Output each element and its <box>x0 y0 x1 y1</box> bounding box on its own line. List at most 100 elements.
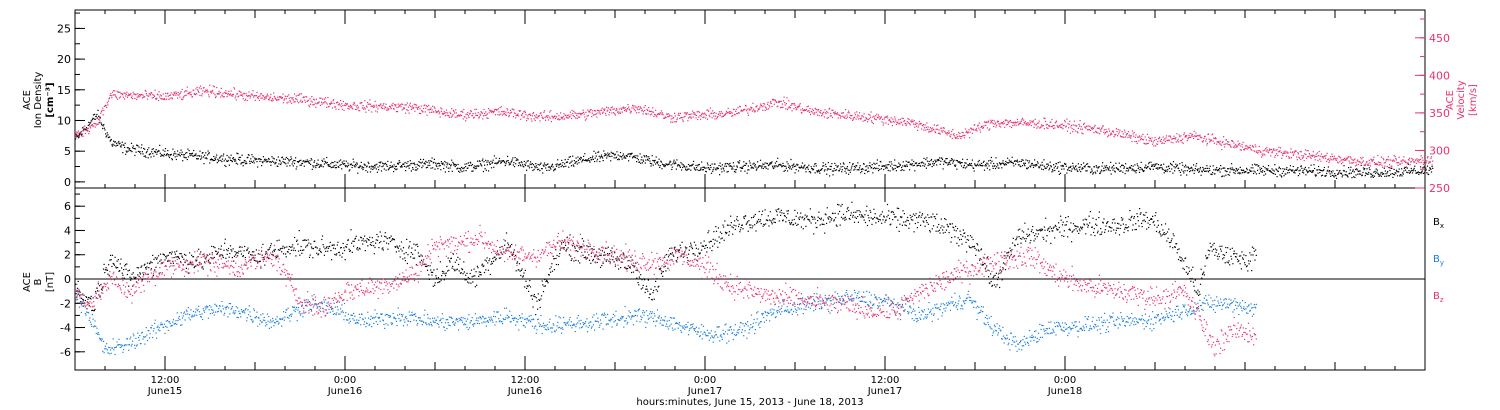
density-point <box>1189 171 1191 173</box>
velocity-point <box>830 112 832 115</box>
density-point <box>142 153 144 155</box>
density-point <box>686 166 688 168</box>
density-point <box>1315 175 1317 177</box>
density-point <box>1221 176 1223 178</box>
density-point <box>155 149 157 151</box>
velocity-point <box>1394 156 1396 158</box>
density-point <box>777 157 779 159</box>
velocity-point <box>567 117 569 119</box>
density-point <box>791 164 793 167</box>
density-point <box>1229 167 1232 169</box>
density-point <box>241 154 243 156</box>
velocity-point <box>1077 127 1079 129</box>
density-point <box>132 147 134 149</box>
density-point <box>776 160 778 163</box>
density-point <box>961 162 963 164</box>
velocity-point <box>1051 126 1054 128</box>
velocity-point <box>768 104 770 106</box>
density-point <box>1154 165 1156 167</box>
density-point <box>144 155 146 157</box>
density-point <box>1365 172 1367 174</box>
density-point <box>429 160 431 162</box>
density-point <box>1305 169 1308 171</box>
velocity-point <box>1074 130 1077 132</box>
density-point <box>395 169 397 171</box>
velocity-point <box>189 93 191 96</box>
velocity-point <box>549 111 551 113</box>
density-point <box>1323 169 1325 171</box>
density-point <box>1152 168 1154 170</box>
velocity-point <box>955 137 957 140</box>
velocity-point <box>387 109 389 111</box>
density-point <box>471 170 473 172</box>
density-point <box>274 163 276 165</box>
velocity-point <box>599 112 601 114</box>
velocity-point <box>458 114 460 116</box>
density-point <box>446 164 448 166</box>
density-point <box>754 164 756 166</box>
density-point <box>1414 170 1416 172</box>
velocity-point <box>208 96 210 98</box>
velocity-point <box>1041 124 1043 126</box>
velocity-point <box>618 112 620 115</box>
density-point <box>1410 170 1412 172</box>
density-point <box>445 162 447 164</box>
density-point <box>1130 165 1132 167</box>
density-point <box>1346 174 1348 176</box>
density-point <box>447 167 449 169</box>
velocity-point <box>672 117 675 119</box>
velocity-point <box>922 125 924 127</box>
density-point <box>1126 167 1128 169</box>
velocity-point <box>850 117 852 120</box>
density-point <box>1388 175 1391 177</box>
velocity-point <box>1233 142 1235 144</box>
density-point <box>834 162 836 164</box>
velocity-point <box>1089 125 1091 128</box>
density-point <box>1074 169 1076 171</box>
velocity-point <box>95 124 97 126</box>
velocity-point <box>952 129 954 131</box>
density-point <box>492 161 494 163</box>
velocity-point <box>142 94 144 96</box>
velocity-point <box>1240 145 1242 147</box>
density-point <box>1246 169 1248 171</box>
density-point <box>511 160 513 162</box>
velocity-point <box>341 108 343 110</box>
density-point <box>1324 175 1327 177</box>
density-point <box>534 167 536 169</box>
density-point <box>963 166 965 168</box>
density-point <box>1161 168 1164 170</box>
density-point <box>155 151 157 154</box>
velocity-point <box>301 101 303 103</box>
velocity-point <box>1394 160 1396 162</box>
density-point <box>969 163 971 165</box>
density-point <box>733 171 736 173</box>
density-point <box>1179 163 1181 165</box>
density-point <box>508 162 510 164</box>
density-point <box>1065 165 1067 167</box>
density-point <box>294 160 296 162</box>
velocity-point <box>1372 159 1374 161</box>
velocity-point <box>1214 138 1216 140</box>
velocity-point <box>431 111 433 113</box>
density-point <box>229 157 231 159</box>
density-point <box>946 158 948 160</box>
density-point <box>817 170 819 172</box>
density-point <box>701 169 703 171</box>
velocity-point <box>1184 136 1186 138</box>
velocity-point <box>906 121 908 123</box>
density-point <box>537 169 539 171</box>
density-point <box>954 165 956 167</box>
velocity-point <box>216 93 218 95</box>
density-point <box>800 167 802 169</box>
velocity-point <box>1193 130 1195 132</box>
velocity-point <box>450 112 452 115</box>
velocity-point <box>318 101 320 103</box>
velocity-point <box>956 134 958 136</box>
density-point <box>1304 168 1306 170</box>
density-point <box>598 151 600 153</box>
velocity-point <box>1285 155 1287 157</box>
density-point <box>1123 166 1126 168</box>
density-point <box>1392 173 1395 175</box>
density-point <box>1313 164 1315 166</box>
